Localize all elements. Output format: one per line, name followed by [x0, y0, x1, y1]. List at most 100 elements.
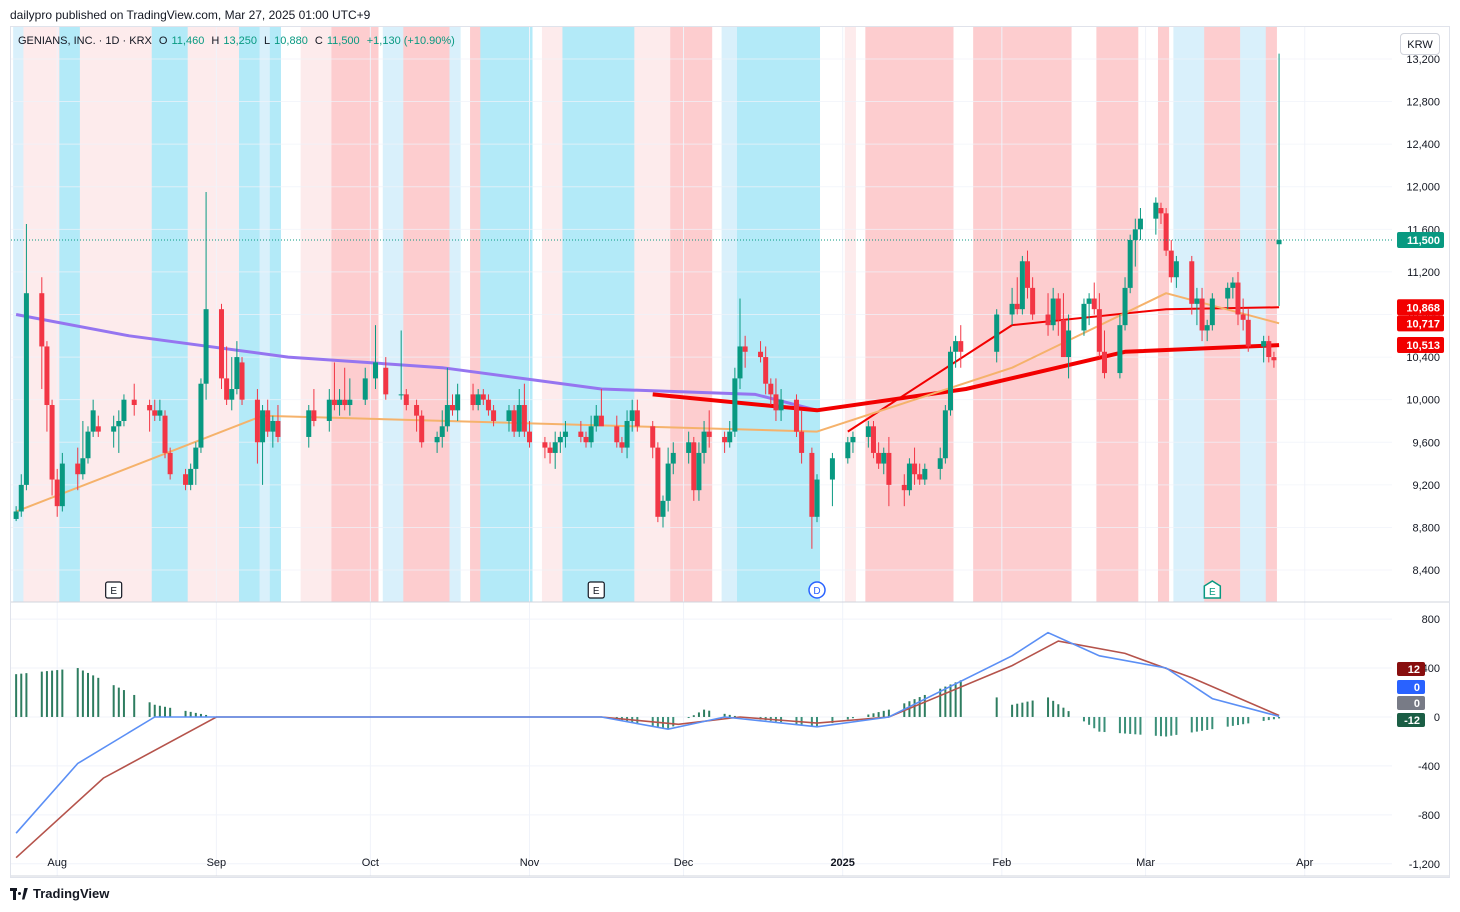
macd-tick-label: -400	[1418, 761, 1440, 773]
candle-body	[547, 447, 553, 453]
event-marker: E	[105, 581, 123, 599]
candle-body	[275, 420, 281, 437]
candle	[419, 410, 425, 448]
candle	[865, 420, 871, 448]
candle-body	[1245, 319, 1251, 347]
candle-body	[403, 394, 409, 406]
candle	[758, 341, 764, 363]
candle-body	[198, 383, 204, 448]
candle	[542, 436, 548, 459]
event-marker-badge	[105, 581, 123, 599]
candle-body	[814, 479, 820, 517]
candle-body	[491, 410, 497, 421]
legend-close-label: C	[314, 35, 323, 47]
candle	[845, 436, 851, 464]
ma-price-tag	[1397, 315, 1444, 332]
candle	[485, 394, 491, 416]
candle	[552, 431, 558, 469]
candle	[147, 399, 153, 432]
candle-body	[49, 405, 55, 480]
tradingview-logo-icon	[10, 887, 28, 900]
currency-button[interactable]: KRW	[1400, 33, 1440, 55]
event-marker: D	[808, 581, 826, 599]
candle	[326, 389, 332, 432]
ma-price-tag-label: 10,868	[1406, 302, 1440, 314]
candle-body	[203, 309, 209, 384]
tradingview-footer[interactable]: TradingView	[10, 886, 109, 901]
candle	[1050, 287, 1056, 331]
candle-body	[1163, 213, 1169, 251]
candle	[152, 399, 158, 421]
candle-body	[1230, 282, 1236, 288]
candle	[655, 442, 661, 523]
candle-body	[706, 431, 712, 437]
candle-body	[850, 436, 856, 443]
event-marker-badge	[808, 581, 826, 599]
candle-body	[44, 346, 50, 406]
candle	[953, 335, 959, 368]
candle-body	[121, 399, 127, 421]
candle	[1194, 287, 1200, 326]
candle	[1204, 319, 1210, 342]
candle-body	[527, 431, 533, 443]
candle-body	[881, 452, 887, 464]
candle-body	[763, 357, 769, 384]
legend-low: 10,880	[274, 35, 308, 47]
candle-body	[1091, 298, 1097, 310]
candle	[398, 330, 404, 400]
macd-tick-label: 800	[1422, 614, 1440, 626]
candle-body	[1014, 303, 1020, 310]
candle	[696, 442, 702, 501]
candle-body	[1060, 319, 1066, 358]
candle-body	[701, 431, 707, 453]
candle	[583, 431, 589, 448]
candle-body	[1117, 325, 1123, 374]
candle	[1261, 335, 1267, 363]
candle-body	[188, 468, 194, 485]
candle-body	[18, 484, 24, 512]
candle-body	[111, 426, 117, 432]
candle-body	[727, 431, 733, 443]
candle	[1230, 277, 1236, 299]
candle	[1030, 277, 1036, 320]
legend-symbol[interactable]: GENIANS, INC. · 1D · KRX	[18, 35, 152, 47]
candle	[23, 223, 29, 491]
candle	[906, 458, 912, 496]
macd-value-tag-label: 0	[1414, 698, 1420, 710]
candle	[203, 192, 209, 400]
candle-body	[239, 362, 245, 400]
candle	[254, 389, 260, 464]
candle	[121, 394, 127, 427]
candle	[881, 447, 887, 475]
grid	[11, 27, 1392, 876]
candle-body	[655, 447, 661, 517]
candle-body	[809, 452, 815, 517]
candle-body	[1261, 341, 1267, 347]
candle	[799, 410, 805, 464]
price-tick-label: 8,400	[1412, 565, 1440, 577]
event-marker-label: E	[593, 586, 600, 597]
candle	[1009, 287, 1015, 326]
candle	[275, 405, 281, 443]
candle-body	[634, 410, 640, 427]
candle-body	[1050, 298, 1056, 326]
time-tick-label: Oct	[362, 857, 379, 869]
candle-body	[552, 442, 558, 453]
candle-body	[614, 426, 620, 443]
candle-body	[737, 346, 743, 379]
candle	[229, 357, 235, 411]
candles	[13, 53, 1282, 549]
candle-body	[39, 293, 45, 347]
footer-brand: TradingView	[33, 886, 110, 901]
candle-body	[59, 463, 65, 507]
candle	[809, 447, 815, 549]
candle-body	[480, 394, 486, 400]
candle-body	[619, 442, 625, 448]
candle	[183, 468, 189, 491]
candle	[1240, 298, 1246, 331]
macd-value-tag	[1397, 680, 1425, 694]
candle-body	[650, 426, 656, 448]
candle	[342, 367, 348, 411]
candle	[793, 394, 799, 437]
